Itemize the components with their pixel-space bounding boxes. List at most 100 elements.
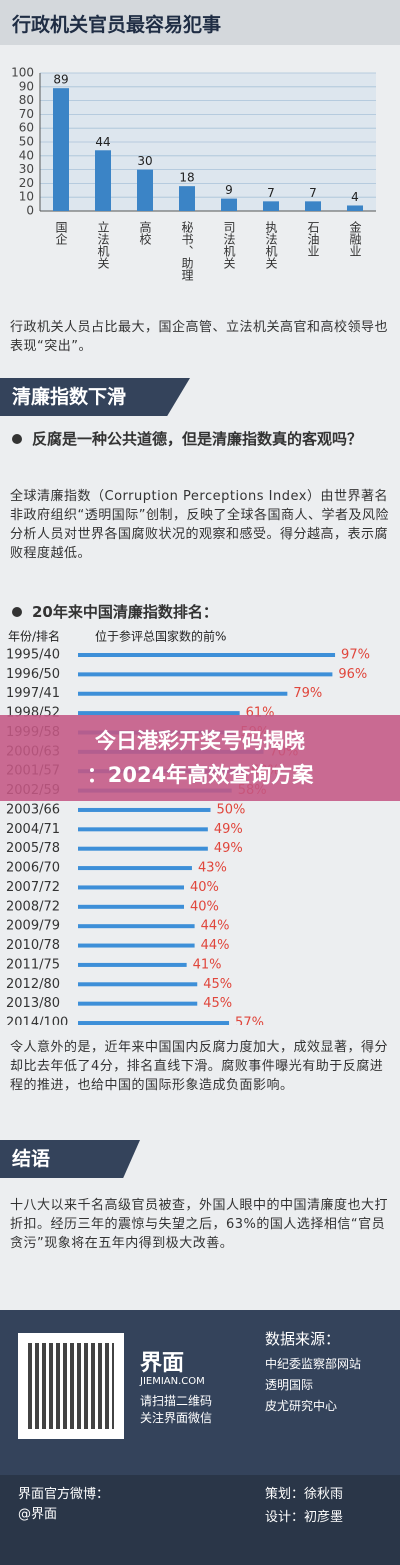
bar-chart: 010203040506070809010089国企44立法机关30高校18秘书… — [11, 66, 376, 281]
row-label: 2014/100 — [6, 1016, 68, 1025]
y-tick-label: 100 — [11, 66, 34, 80]
value-label: 40% — [190, 880, 219, 895]
value-label: 4 — [351, 190, 359, 204]
value-label: 89 — [53, 73, 68, 87]
x-tick-label: 执法机关 — [264, 221, 278, 269]
bar — [78, 924, 195, 929]
bar — [78, 885, 184, 890]
site: JIEMIAN.COM — [140, 1376, 205, 1387]
question: 反腐是一种公共道德，但是清廉指数真的客观吗？ — [32, 430, 363, 448]
y-tick-label: 90 — [19, 79, 34, 93]
bar — [95, 150, 111, 211]
source: 中纪委监察部网站 — [265, 1357, 362, 1371]
bar — [78, 962, 187, 967]
source: 透明国际 — [265, 1378, 314, 1392]
x-tick-label: 国企 — [54, 221, 68, 245]
bar — [78, 943, 195, 948]
overlay-text[interactable]: ：2024年高效查询方案 — [86, 763, 314, 787]
value-label: 57% — [235, 1016, 264, 1025]
intro: 全球清廉指数（Corruption Perceptions Index）由世界著… — [10, 489, 389, 561]
x-tick-label: 司法机关 — [222, 221, 236, 269]
column-header: 位于参评总国家数的前% — [95, 629, 226, 644]
section-title: 清廉指数下滑 — [0, 378, 190, 416]
row-label: 2008/72 — [6, 899, 60, 914]
qr-code — [18, 1333, 124, 1439]
bar — [78, 982, 198, 987]
value-label: 43% — [198, 861, 227, 876]
bar — [347, 205, 363, 211]
bar — [305, 201, 321, 211]
y-tick-label: 80 — [19, 93, 34, 107]
row-label: 2011/75 — [6, 957, 60, 972]
weibo: @界面 — [18, 1507, 58, 1522]
bar — [263, 201, 279, 211]
value-label: 49% — [214, 841, 243, 856]
value-label: 50% — [217, 802, 246, 817]
y-tick-label: 50 — [19, 135, 34, 149]
scan-text: 关注界面微信 — [140, 1411, 213, 1425]
value-label: 40% — [190, 899, 219, 914]
x-tick-label: 金融业 — [348, 220, 362, 257]
value-label: 41% — [193, 957, 222, 972]
value-label: 45% — [203, 996, 232, 1011]
value-label: 9 — [225, 183, 233, 197]
bar — [78, 711, 240, 716]
value-label: 79% — [293, 686, 322, 701]
bar — [179, 186, 195, 211]
conclusion: 十八大以来千名高级官员被查，外国人眼中的中国清廉度也大打折扣。经历三年的震惊与失… — [10, 1198, 389, 1251]
designer: 设计：初彦墨 — [265, 1510, 344, 1525]
value-label: 97% — [341, 648, 370, 663]
y-tick-label: 60 — [19, 121, 34, 135]
source: 皮尤研究中心 — [265, 1399, 338, 1413]
overlay-text[interactable]: 今日港彩开奖号码揭晓 — [95, 729, 305, 753]
x-tick-label: 立法机关 — [96, 220, 110, 269]
bar — [78, 672, 333, 677]
row-label: 1997/41 — [6, 686, 60, 701]
value-label: 44 — [95, 135, 110, 149]
column-header: 年份/排名 — [8, 629, 60, 644]
bar — [78, 653, 336, 657]
bar — [78, 807, 211, 812]
value-label: 44% — [201, 919, 230, 934]
y-tick-label: 30 — [19, 162, 34, 176]
row-label: 2010/78 — [6, 938, 60, 953]
bar — [78, 1021, 230, 1025]
planner: 策划：徐秋雨 — [265, 1487, 344, 1502]
chart-note: 令人意外的是，近年来中国国内反腐力度加大，成效显著，得分却比去年低了4分，排名直… — [10, 1040, 389, 1093]
heading: 20年来中国清廉指数排名： — [32, 603, 218, 621]
y-tick-label: 40 — [19, 148, 34, 162]
value-label: 30 — [137, 154, 152, 168]
value-label: 7 — [267, 186, 275, 200]
bar — [78, 866, 192, 871]
x-tick-label: 秘书、助理 — [180, 221, 194, 281]
y-tick-label: 20 — [19, 176, 34, 190]
row-label: 2003/66 — [6, 802, 60, 817]
bullet — [12, 607, 22, 617]
value-label: 45% — [203, 977, 232, 992]
value-label: 18 — [179, 171, 194, 185]
row-label: 1996/50 — [6, 667, 60, 682]
row-label: 1995/40 — [6, 648, 60, 663]
scan-text: 请扫描二维码 — [140, 1394, 213, 1408]
value-label: 96% — [338, 667, 367, 682]
y-tick-label: 0 — [26, 204, 34, 218]
row-label: 2013/80 — [6, 996, 60, 1011]
y-tick-label: 70 — [19, 107, 34, 121]
value-label: 7 — [309, 186, 317, 200]
bullet — [12, 434, 22, 444]
x-tick-label: 石油业 — [306, 221, 320, 257]
y-tick-label: 10 — [19, 190, 34, 204]
value-label: 49% — [214, 822, 243, 837]
bar — [78, 846, 208, 851]
row-label: 2009/79 — [6, 919, 60, 934]
x-tick-label: 高校 — [138, 220, 152, 245]
rank-chart: 年份/排名 位于参评总国家数的前% 1995/40 97% 1996/50 96% 1997… — [6, 629, 370, 1025]
overlay-banner[interactable]: 今日港彩开奖号码揭晓 ：2024年高效查询方案 — [0, 715, 400, 801]
value-label: 44% — [201, 938, 230, 953]
row-label: 2004/71 — [6, 822, 60, 837]
bar — [137, 169, 153, 211]
row-label: 2006/70 — [6, 861, 60, 876]
bar — [221, 198, 237, 211]
bar — [78, 691, 288, 696]
